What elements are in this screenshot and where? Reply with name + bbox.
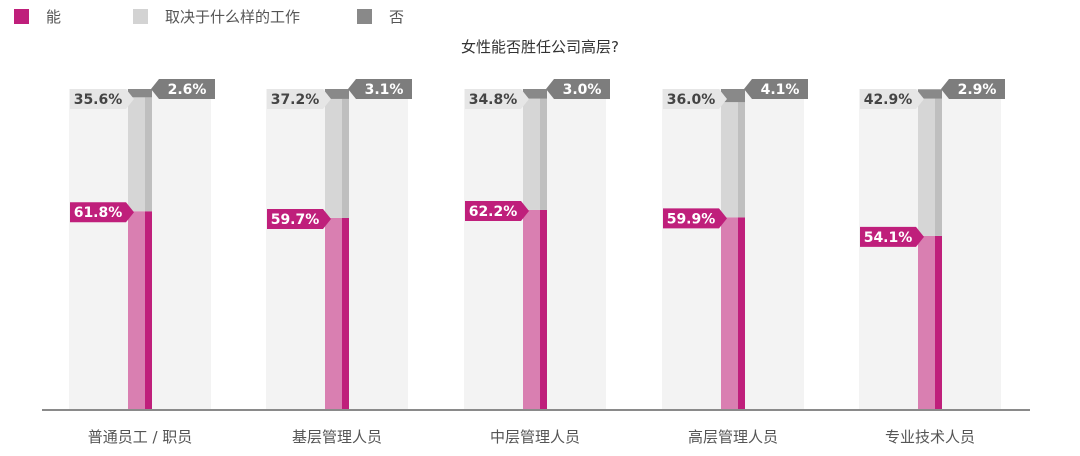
value-label-depends-3: 34.8% [469, 92, 518, 108]
value-label-no-1-tag [151, 79, 215, 99]
bar-depends-accent-5 [935, 98, 942, 236]
legend-swatch-no [357, 8, 372, 24]
value-label-no-4: 4.1% [761, 82, 800, 98]
bar-yes-accent-5 [935, 235, 942, 409]
value-label-depends-2: 37.2% [271, 92, 320, 108]
value-label-yes-3: 62.2% [469, 204, 518, 220]
value-label-yes-4: 59.9% [667, 211, 716, 227]
value-label-yes-5-tag [860, 226, 924, 247]
bar-depends-accent-2 [342, 98, 349, 218]
bar-yes-accent-3 [540, 209, 547, 409]
value-label-no-3-tag [546, 79, 610, 99]
legend-item-depends: 取决于什么样的工作 [133, 6, 300, 26]
bar-yes-accent-4 [738, 217, 745, 409]
chart-title: 女性能否胜任公司高层? [461, 38, 619, 56]
value-label-yes-3-tag [465, 200, 529, 221]
value-label-depends-1-tag [70, 89, 134, 109]
bar-no-3 [523, 89, 547, 99]
bar-no-4 [721, 89, 745, 103]
value-label-no-3: 3.0% [563, 82, 602, 98]
category-label-3: 中层管理人员 [490, 428, 580, 446]
value-label-depends-1: 35.6% [74, 92, 123, 108]
bar-depends-accent-4 [738, 102, 745, 218]
legend-label-depends: 取决于什么样的工作 [165, 7, 301, 26]
legend-item-no: 否 [357, 6, 404, 26]
value-label-no-1: 2.6% [168, 82, 207, 98]
bar-yes-accent-1 [145, 211, 152, 409]
bar-yes-accent-2 [342, 217, 349, 409]
bar-no-5 [918, 89, 942, 99]
value-label-no-4-tag [744, 79, 808, 99]
value-label-depends-3-tag [465, 89, 529, 109]
value-label-yes-2: 59.7% [271, 212, 320, 228]
value-label-no-2: 3.1% [365, 82, 404, 98]
value-label-no-5: 2.9% [958, 82, 997, 98]
value-label-no-5-tag [941, 79, 1005, 99]
legend-swatch-yes [14, 8, 29, 24]
legend: 能 取决于什么样的工作 否 [0, 0, 1080, 30]
legend-label-yes: 能 [46, 7, 62, 26]
value-label-yes-2-tag [267, 208, 331, 229]
value-label-depends-4: 36.0% [667, 92, 716, 108]
legend-item-yes: 能 [14, 6, 61, 26]
value-label-depends-4-tag [663, 89, 727, 109]
category-label-1: 普通员工 / 职员 [88, 428, 193, 446]
bar-no-1 [128, 89, 152, 98]
bar-depends-accent-3 [540, 98, 547, 210]
value-label-yes-1: 61.8% [74, 205, 123, 221]
category-label-5: 专业技术人员 [885, 428, 975, 446]
value-label-yes-5: 54.1% [864, 230, 913, 246]
category-label-2: 基层管理人员 [292, 428, 382, 446]
value-label-yes-4-tag [663, 208, 727, 229]
bar-no-2 [325, 89, 349, 99]
value-label-depends-2-tag [267, 89, 331, 109]
value-label-no-2-tag [348, 79, 412, 99]
value-label-yes-1-tag [70, 202, 134, 223]
value-label-depends-5: 42.9% [864, 92, 913, 108]
legend-label-no: 否 [389, 7, 405, 26]
legend-swatch-depends [133, 8, 148, 24]
bar-depends-accent-1 [145, 97, 152, 212]
value-label-depends-5-tag [860, 89, 924, 109]
category-label-4: 高层管理人员 [688, 428, 778, 446]
